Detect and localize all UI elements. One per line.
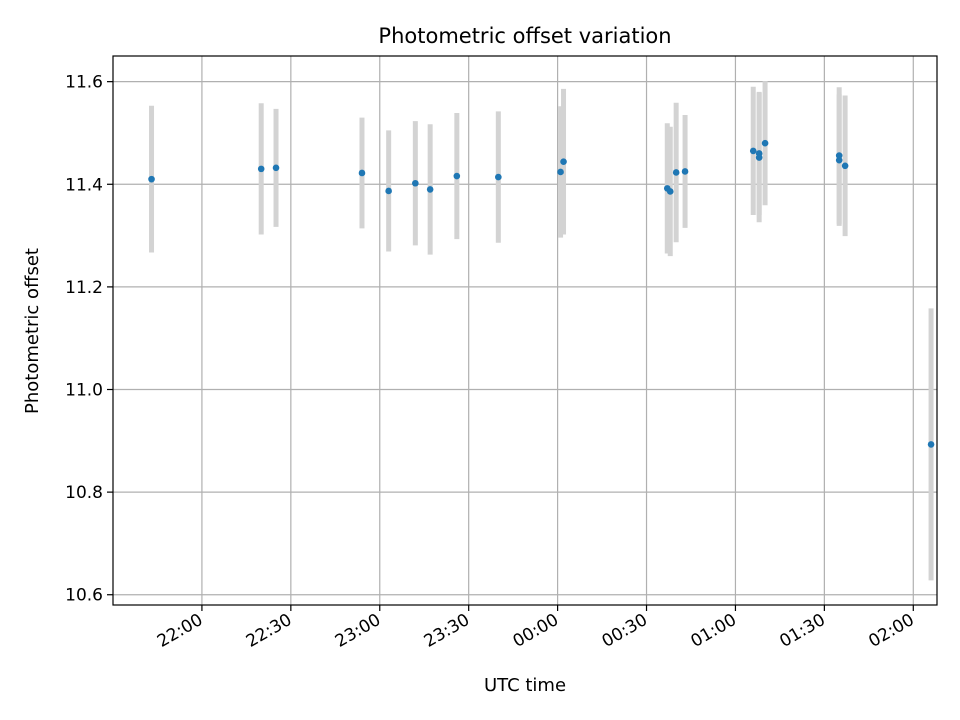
x-axis-label: UTC time	[484, 675, 566, 696]
grid	[113, 56, 937, 605]
y-tick-label: 11.4	[65, 175, 103, 195]
data-point	[453, 172, 461, 180]
data-point	[749, 147, 757, 155]
data-point	[148, 175, 155, 183]
data-point	[257, 165, 265, 173]
data-point	[755, 154, 763, 161]
data-point	[835, 156, 843, 164]
data-point	[672, 169, 680, 176]
data-point	[557, 168, 564, 176]
data-point	[495, 173, 502, 181]
y-tick-label: 11.0	[65, 381, 103, 401]
data-point	[681, 168, 689, 175]
y-axis-ticks: 10.6 10.8 11.0 11.2 11.4 11.6	[65, 73, 113, 606]
data-points	[148, 139, 935, 448]
data-point	[560, 158, 567, 165]
y-axis-label: Photometric offset	[22, 248, 43, 414]
y-tick-label: 11.6	[65, 73, 103, 93]
data-point	[412, 179, 419, 187]
data-point	[272, 164, 280, 172]
plot-frame	[112, 55, 938, 606]
data-point	[426, 186, 434, 193]
y-tick-label: 10.8	[65, 483, 103, 503]
data-point	[385, 187, 392, 195]
data-point	[927, 441, 935, 448]
data-point	[841, 162, 849, 170]
data-point	[358, 169, 366, 177]
data-point	[761, 139, 769, 147]
data-point	[666, 188, 674, 195]
data-point	[835, 152, 843, 159]
chart-title: Photometric offset variation	[378, 24, 671, 48]
y-tick-label: 11.2	[65, 278, 103, 298]
y-tick-label: 10.6	[65, 586, 103, 606]
